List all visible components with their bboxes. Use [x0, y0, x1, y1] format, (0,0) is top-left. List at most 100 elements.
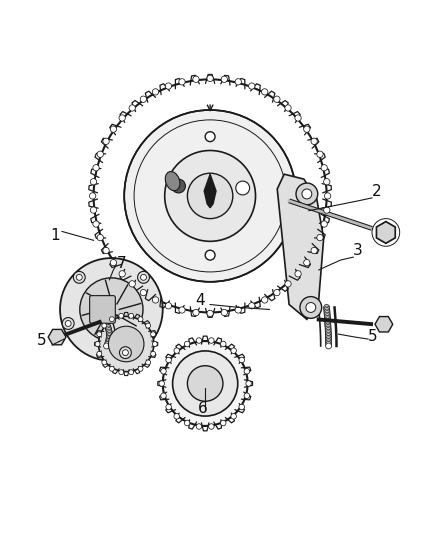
Text: 4: 4: [195, 293, 205, 308]
Circle shape: [129, 313, 134, 318]
Circle shape: [102, 318, 108, 324]
Circle shape: [140, 96, 147, 102]
Circle shape: [324, 308, 330, 313]
Circle shape: [152, 297, 159, 303]
Circle shape: [92, 304, 98, 310]
Circle shape: [138, 366, 143, 372]
Circle shape: [103, 247, 109, 254]
Circle shape: [244, 393, 250, 399]
Circle shape: [311, 247, 317, 254]
Circle shape: [90, 207, 97, 213]
Circle shape: [97, 235, 103, 241]
Text: 5: 5: [368, 329, 378, 344]
Circle shape: [97, 351, 102, 356]
Circle shape: [166, 404, 171, 410]
Circle shape: [220, 420, 226, 426]
Circle shape: [207, 75, 213, 82]
Circle shape: [325, 328, 331, 334]
Circle shape: [325, 342, 332, 348]
Circle shape: [93, 306, 99, 312]
Circle shape: [97, 332, 102, 337]
FancyBboxPatch shape: [90, 296, 115, 324]
Circle shape: [99, 317, 154, 372]
Circle shape: [106, 330, 112, 337]
Circle shape: [104, 343, 110, 349]
Circle shape: [161, 368, 166, 374]
Circle shape: [95, 309, 101, 315]
Circle shape: [152, 342, 157, 346]
Text: 7: 7: [117, 256, 126, 271]
Circle shape: [100, 316, 106, 321]
Circle shape: [165, 83, 172, 89]
Circle shape: [106, 335, 112, 341]
Circle shape: [184, 341, 190, 347]
Circle shape: [324, 311, 330, 317]
Circle shape: [138, 271, 149, 283]
Circle shape: [324, 179, 330, 185]
Circle shape: [140, 289, 147, 296]
Polygon shape: [48, 329, 66, 345]
Circle shape: [196, 424, 202, 429]
Circle shape: [103, 138, 109, 144]
Circle shape: [165, 150, 255, 241]
Circle shape: [106, 338, 112, 344]
Circle shape: [193, 76, 199, 83]
Circle shape: [300, 296, 321, 318]
Circle shape: [325, 330, 331, 337]
Circle shape: [246, 381, 251, 386]
Circle shape: [325, 323, 331, 329]
Circle shape: [104, 323, 110, 329]
Circle shape: [325, 321, 331, 327]
Circle shape: [249, 83, 255, 89]
Circle shape: [166, 357, 171, 363]
Circle shape: [261, 297, 268, 303]
Circle shape: [325, 337, 332, 343]
Circle shape: [325, 316, 330, 321]
Circle shape: [325, 329, 331, 335]
Circle shape: [295, 115, 301, 121]
Circle shape: [208, 338, 214, 343]
Circle shape: [221, 76, 227, 83]
Circle shape: [110, 366, 114, 372]
Circle shape: [102, 360, 107, 365]
Circle shape: [325, 334, 332, 340]
Circle shape: [302, 189, 312, 199]
Circle shape: [325, 335, 332, 341]
Circle shape: [119, 370, 124, 375]
Circle shape: [172, 179, 185, 193]
Circle shape: [110, 126, 117, 132]
Circle shape: [103, 320, 109, 326]
Circle shape: [221, 309, 227, 316]
Circle shape: [324, 304, 329, 310]
Text: 1: 1: [50, 228, 60, 243]
Circle shape: [65, 320, 71, 326]
Circle shape: [106, 337, 112, 343]
Circle shape: [151, 332, 155, 337]
Circle shape: [325, 320, 331, 326]
Text: 5: 5: [37, 333, 47, 348]
Circle shape: [324, 312, 330, 318]
Circle shape: [129, 370, 134, 375]
Circle shape: [93, 165, 99, 171]
Circle shape: [138, 317, 143, 322]
Circle shape: [304, 260, 310, 266]
Circle shape: [146, 360, 151, 365]
Circle shape: [106, 326, 112, 332]
Circle shape: [236, 181, 250, 195]
Circle shape: [285, 281, 291, 287]
Circle shape: [93, 221, 99, 227]
Circle shape: [173, 351, 238, 416]
Circle shape: [285, 105, 291, 111]
Polygon shape: [277, 174, 324, 319]
Circle shape: [105, 325, 111, 330]
Circle shape: [120, 347, 131, 359]
Circle shape: [274, 96, 280, 102]
Circle shape: [105, 340, 111, 346]
Circle shape: [94, 308, 100, 313]
Circle shape: [304, 126, 310, 132]
Circle shape: [151, 351, 155, 356]
Circle shape: [159, 381, 165, 386]
Circle shape: [325, 314, 330, 320]
Text: 3: 3: [353, 243, 363, 258]
Circle shape: [109, 326, 144, 362]
